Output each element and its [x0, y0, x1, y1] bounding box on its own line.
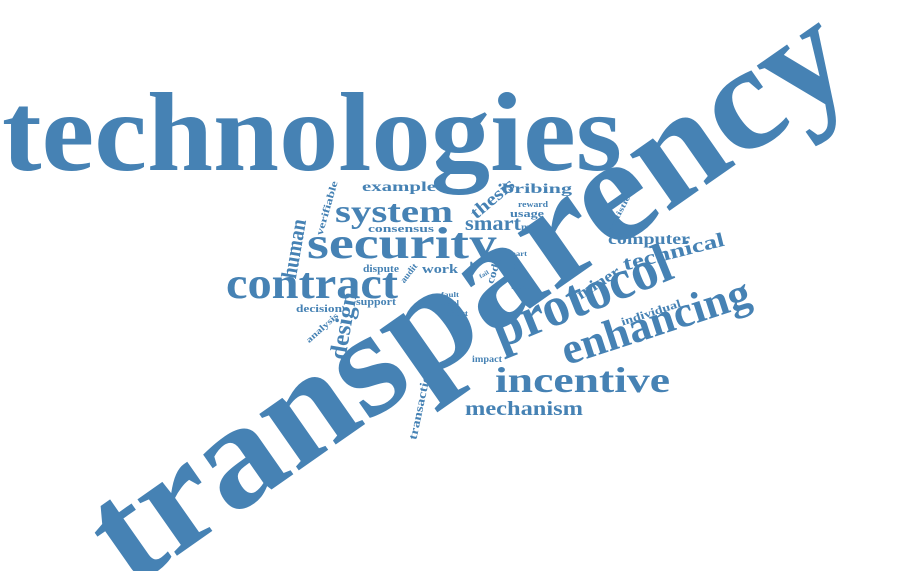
word-support: support [356, 297, 397, 308]
word-consensus: consensus [368, 223, 435, 235]
word-system: system [335, 193, 453, 229]
word-fail: fail [479, 270, 491, 280]
word-third: third [511, 283, 529, 291]
word-reward: reward [518, 200, 549, 209]
word-security: security [307, 219, 497, 268]
word-technologies: technologies [2, 71, 622, 195]
word-effect: effect [446, 309, 468, 318]
word-impact: impact [472, 354, 502, 364]
word-example: example [362, 180, 436, 195]
word-legal: legal [441, 299, 459, 307]
word-bribing: bribing [502, 182, 572, 197]
word-decision: decision [296, 304, 343, 315]
word-incentive: incentive [495, 360, 670, 400]
word-make: make [521, 222, 547, 232]
word-dispute: dispute [363, 264, 400, 275]
word-mechanism: mechanism [465, 398, 583, 420]
word-contract: contract [226, 259, 398, 308]
word-usage: usage [510, 208, 544, 220]
word-smart: smart [465, 213, 521, 235]
word-work: work [422, 261, 459, 276]
word-computer: computer [608, 231, 690, 248]
word-fault: fault [441, 291, 460, 299]
word-part: part [511, 250, 528, 258]
